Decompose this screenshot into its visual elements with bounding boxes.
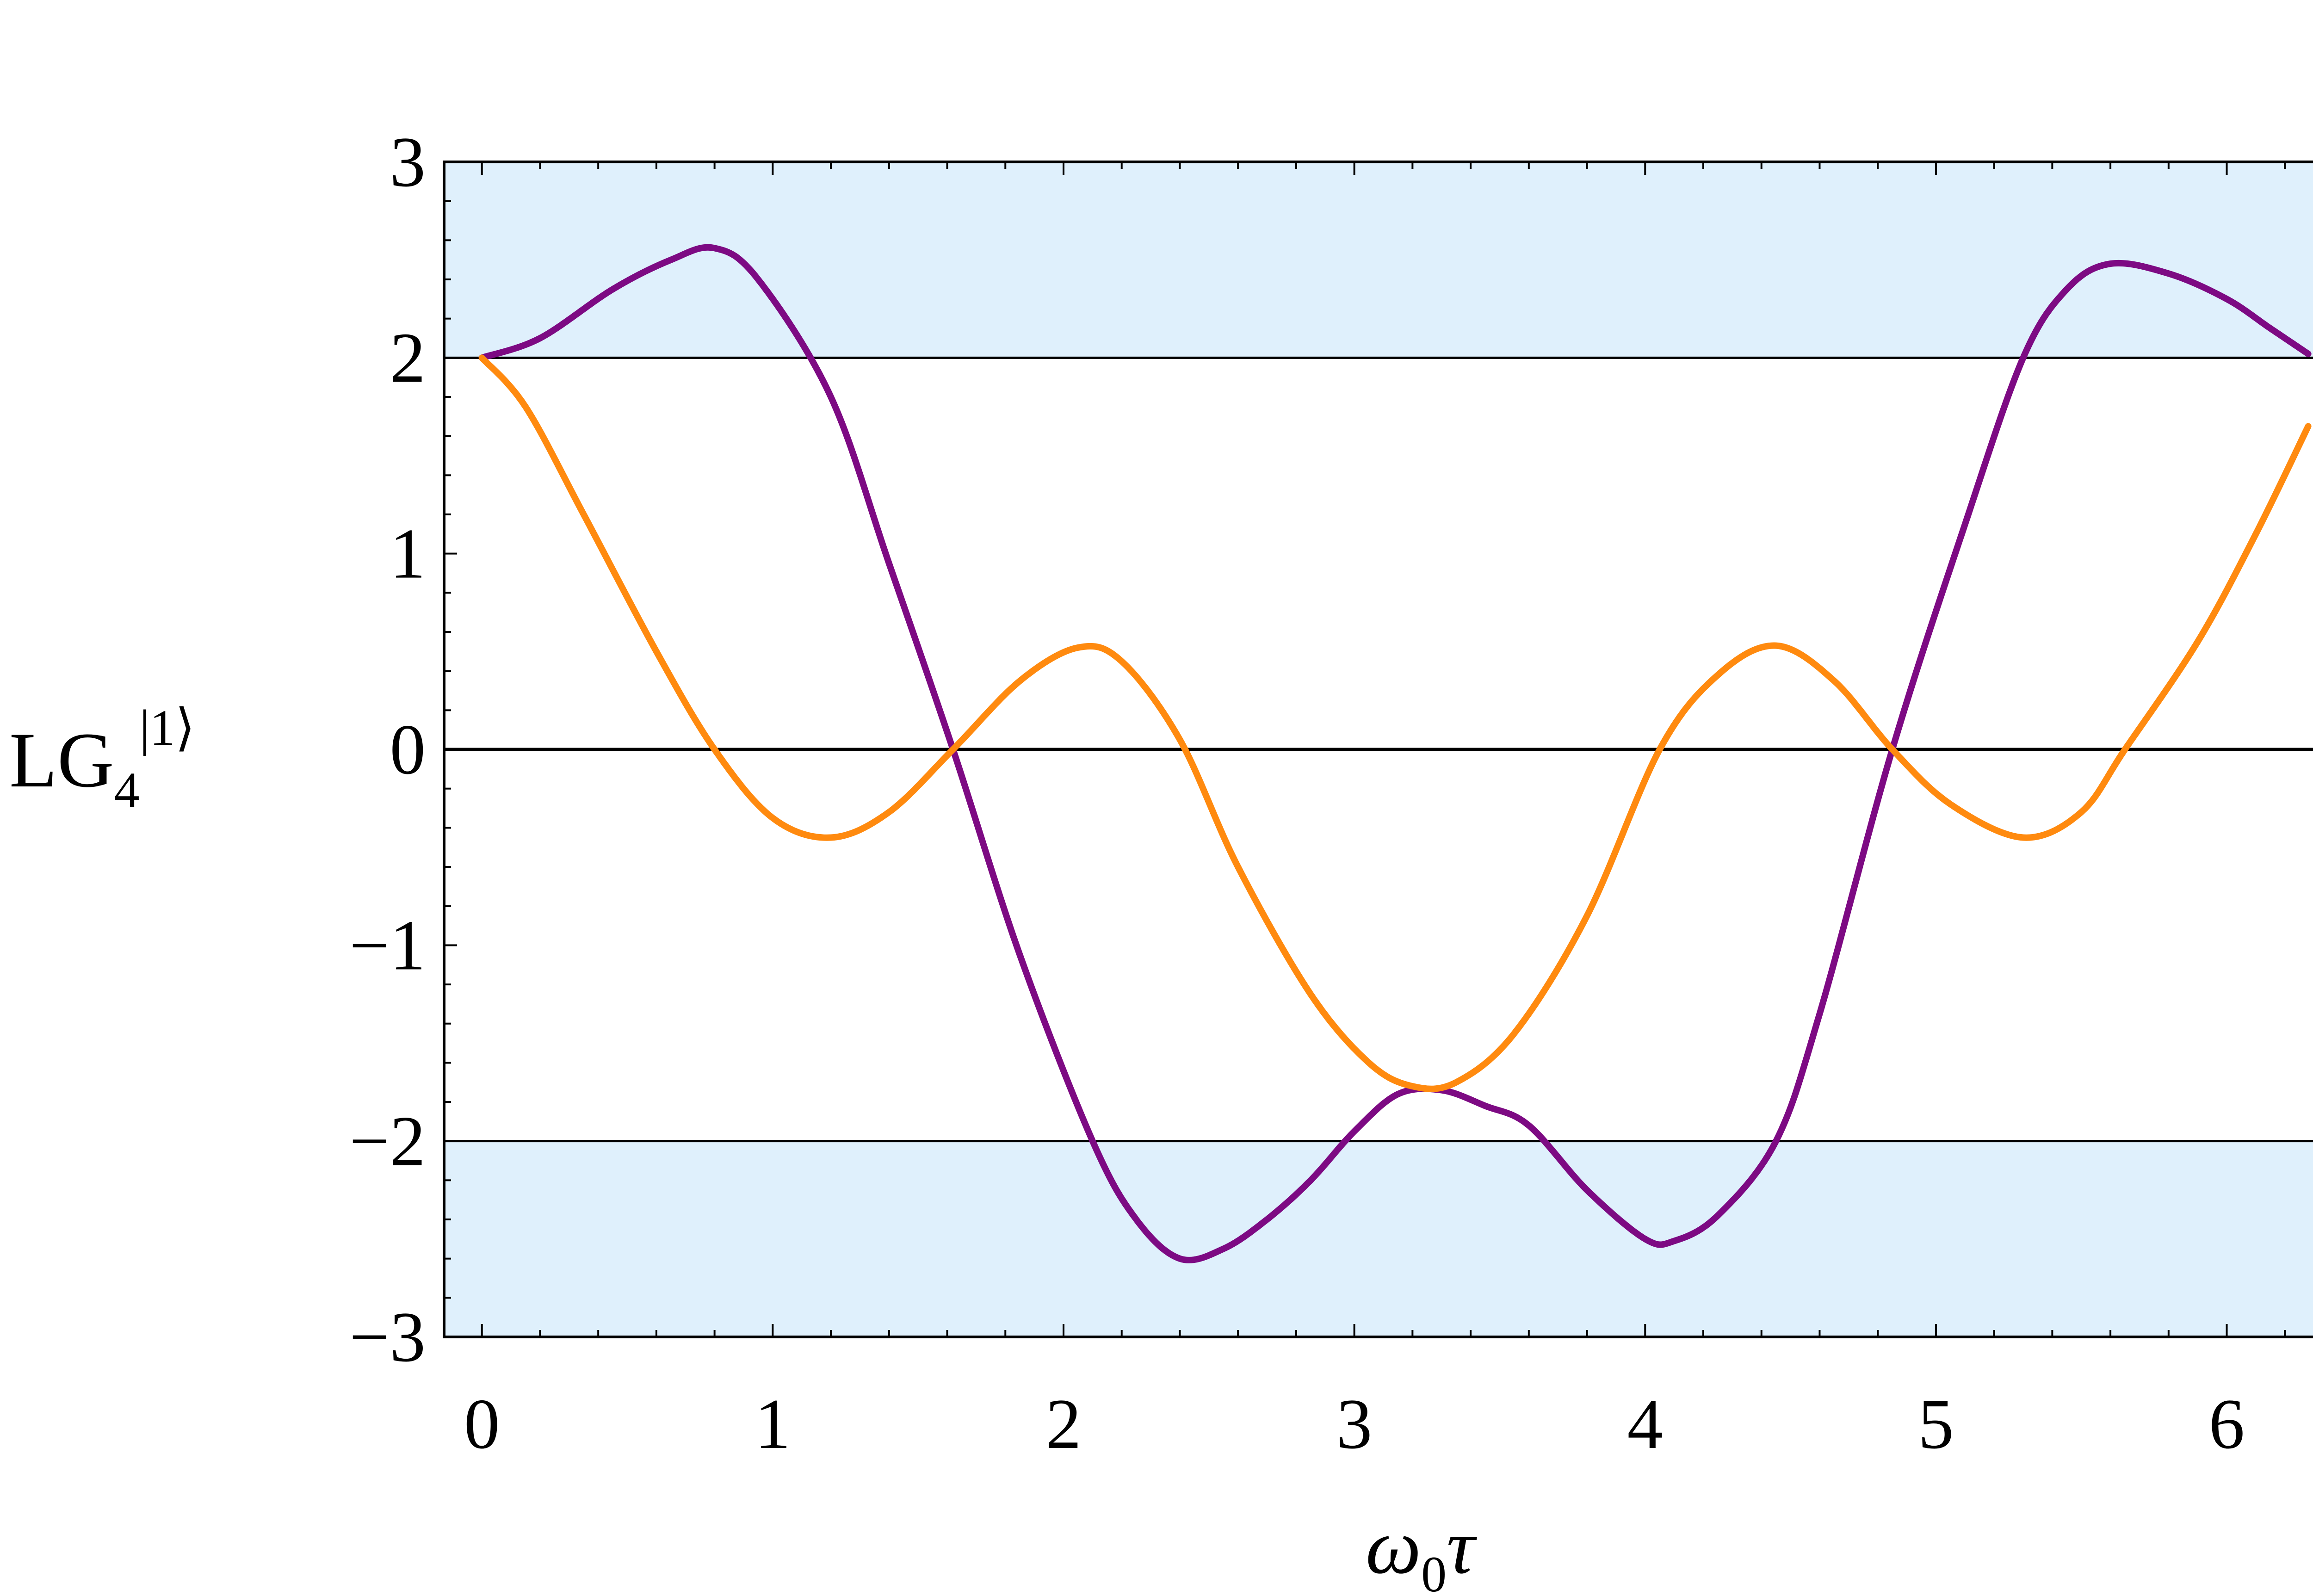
series-line-0 [478,244,2312,1263]
tick-marks [444,161,2286,1338]
y-tick-label: −2 [349,1101,426,1181]
shaded-bands [444,162,2313,1337]
reference-lines [444,356,2313,1143]
x-tick-label: 5 [1918,1384,1954,1464]
x-tick-label: 6 [2209,1384,2245,1464]
y-tick-labels: 3 2 1 0 −1 −2 −3 [349,122,426,1377]
shaded-band-0 [444,162,2313,358]
x-tick-label: 1 [755,1384,791,1464]
x-tick-label: 0 [464,1384,500,1464]
x-tick-label: 2 [1045,1384,1082,1464]
x-tick-label: 4 [1627,1384,1664,1464]
y-tick-label: 2 [390,318,426,397]
series-group [478,244,2312,1263]
y-tick-label: 3 [390,122,426,202]
series-line-1 [478,354,2312,1092]
y-tick-label: 0 [390,710,426,789]
y-tick-label: −3 [349,1297,426,1377]
x-tick-labels: 0 1 2 3 4 5 6 [464,1384,2245,1464]
x-axis-title: ω0τ [1366,1503,1477,1596]
y-tick-label: −1 [349,905,426,985]
shaded-band-1 [444,1141,2313,1337]
y-axis-title: LG4|1⟩ [9,699,195,818]
y-tick-label: 1 [390,514,426,594]
x-tick-label: 3 [1336,1384,1373,1464]
